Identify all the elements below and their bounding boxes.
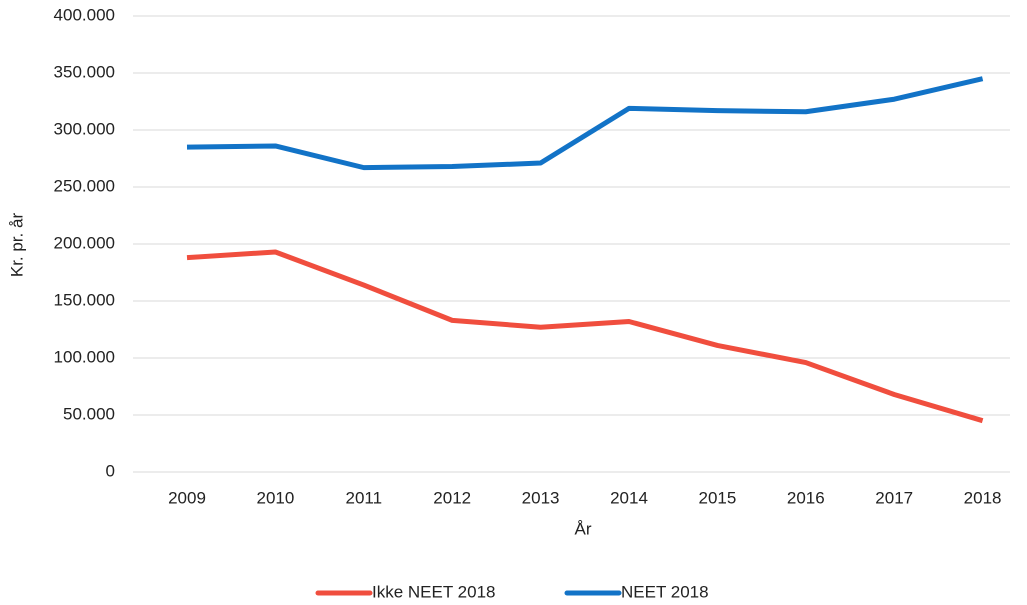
legend-label: Ikke NEET 2018 xyxy=(372,582,495,601)
y-tick-label: 350.000 xyxy=(54,62,115,81)
data-line xyxy=(186,76,984,171)
y-tick-label: 300.000 xyxy=(54,119,115,138)
y-axis-title: Kr. pr. år xyxy=(7,213,26,278)
y-tick-label: 150.000 xyxy=(54,290,115,309)
x-tick-label: 2014 xyxy=(610,488,648,507)
data-line xyxy=(186,249,984,424)
x-tick-label: 2017 xyxy=(875,488,913,507)
legend-label: NEET 2018 xyxy=(621,582,709,601)
x-tick-label: 2016 xyxy=(787,488,825,507)
x-tick-label: 2015 xyxy=(698,488,736,507)
x-tick-label: 2012 xyxy=(433,488,471,507)
x-tick-label: 2010 xyxy=(256,488,294,507)
x-tick-label: 2009 xyxy=(168,488,206,507)
y-tick-label: 50.000 xyxy=(63,404,115,423)
y-tick-label: 400.000 xyxy=(54,5,115,24)
y-tick-label: 100.000 xyxy=(54,347,115,366)
x-axis-title: År xyxy=(575,519,592,538)
y-tick-label: 200.000 xyxy=(54,233,115,252)
y-tick-label: 250.000 xyxy=(54,176,115,195)
x-tick-label: 2013 xyxy=(522,488,560,507)
x-tick-label: 2011 xyxy=(346,488,383,507)
y-tick-label: 0 xyxy=(106,461,115,480)
x-tick-label: 2018 xyxy=(964,488,1002,507)
